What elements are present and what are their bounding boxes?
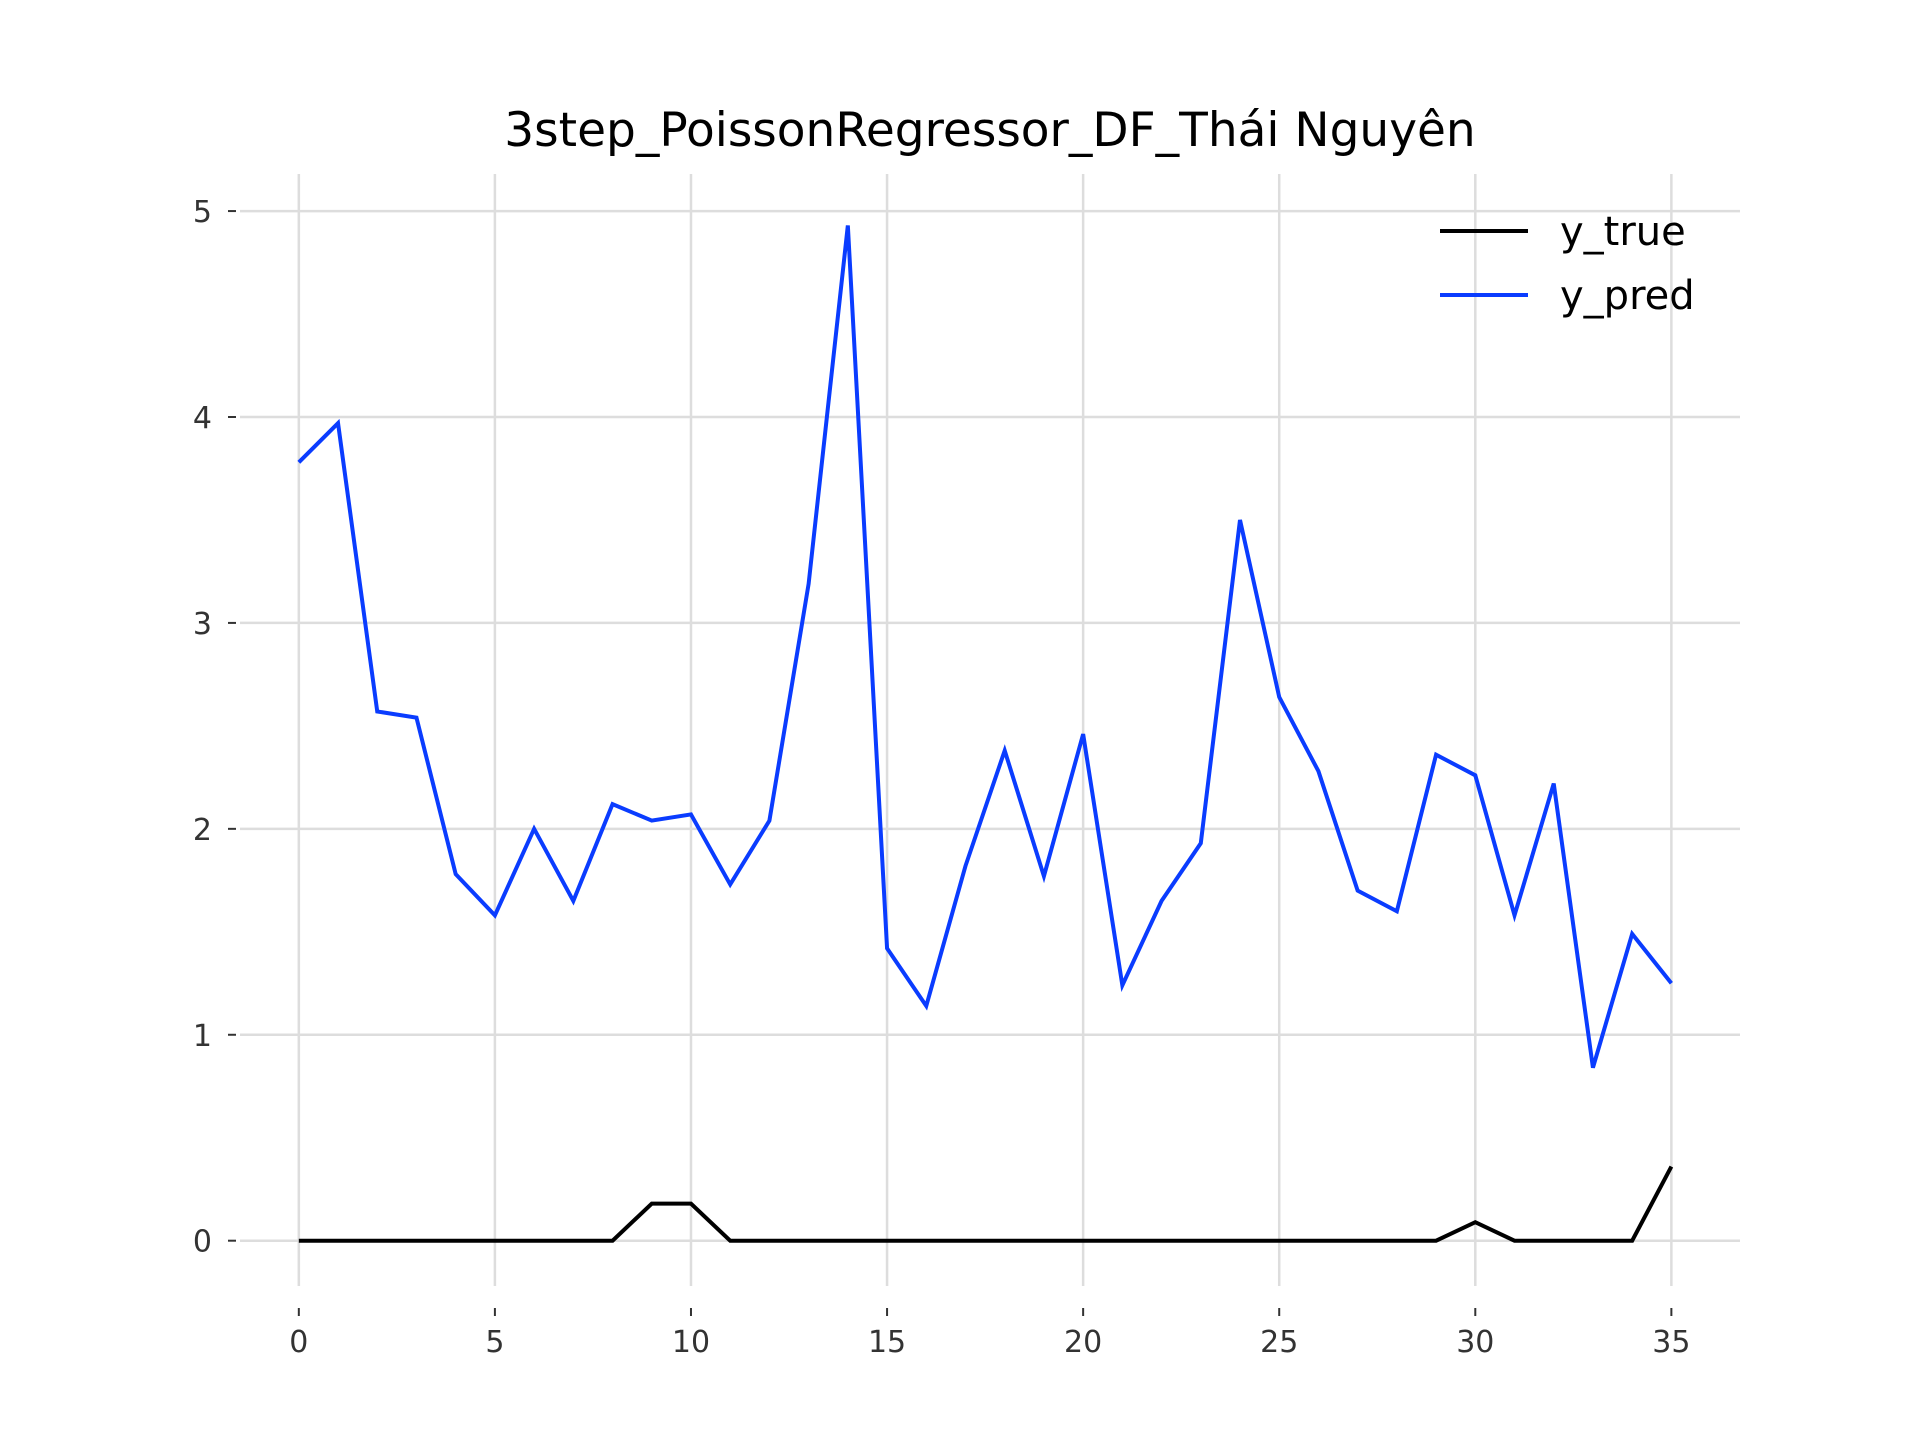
y-tick-label: 1 <box>193 1019 212 1054</box>
y-tick-label: 5 <box>193 195 212 230</box>
x-tick-label: 20 <box>1064 1325 1102 1360</box>
legend-label-y-true: y_true <box>1560 209 1686 255</box>
y-tick-label: 4 <box>193 401 212 436</box>
x-tick-label: 5 <box>485 1325 504 1360</box>
y-tick-label: 3 <box>193 607 212 642</box>
x-tick-label: 30 <box>1456 1325 1494 1360</box>
grid <box>240 174 1740 1286</box>
series-lines <box>297 225 1674 1243</box>
x-tick-label: 15 <box>868 1325 906 1360</box>
x-tick-label: 0 <box>289 1325 308 1360</box>
series-line-y-pred <box>297 225 1673 1069</box>
chart-title: 3step_PoissonRegressor_DF_Thái Nguyên <box>504 103 1475 158</box>
series-line-y-true <box>298 1165 1674 1243</box>
legend-label-y-pred: y_pred <box>1560 273 1695 319</box>
y-tick-label: 2 <box>193 813 212 848</box>
y-tick-label: 0 <box>193 1225 212 1260</box>
x-tick-label: 10 <box>672 1325 710 1360</box>
x-tick-label: 35 <box>1652 1325 1690 1360</box>
x-tick-label: 25 <box>1260 1325 1298 1360</box>
axes: 0 5 10 15 20 25 30 35 0 1 2 3 4 5 <box>193 195 1691 1360</box>
legend: y_true y_pred <box>1440 209 1695 319</box>
